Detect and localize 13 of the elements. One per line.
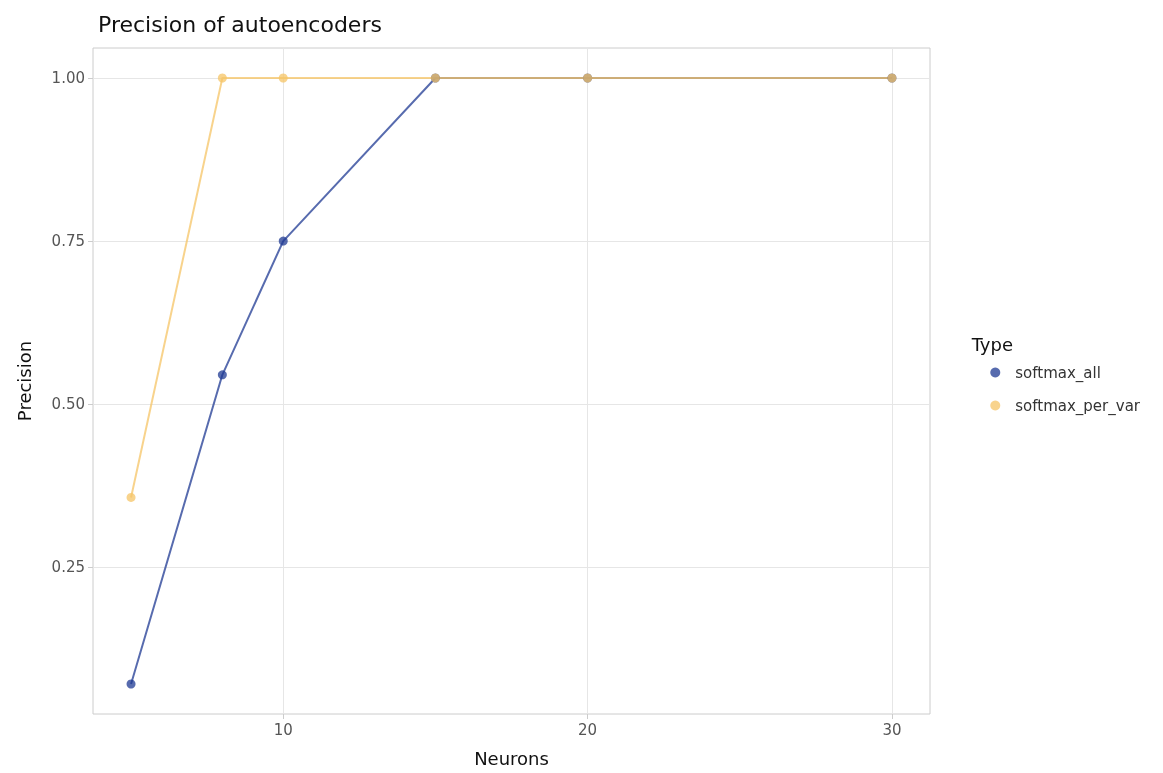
x-tick-label: 10 [273,720,293,739]
legend-title: Type [970,333,1013,355]
x-tick-label: 20 [578,720,598,739]
y-axis-title: Precision [13,340,35,422]
y-tick-label: 0.25 [51,558,85,577]
y-tick-label: 1.00 [51,69,85,88]
x-tick-label: 30 [882,720,902,739]
x-axis-title: Neurons [474,747,549,769]
chart-title: Precision of autoencoders [98,11,382,37]
legend-label: softmax_all [1015,363,1101,383]
y-tick-label: 0.75 [51,232,85,251]
y-tick-label: 0.50 [51,395,85,414]
legend-label: softmax_per_var [1015,396,1141,416]
